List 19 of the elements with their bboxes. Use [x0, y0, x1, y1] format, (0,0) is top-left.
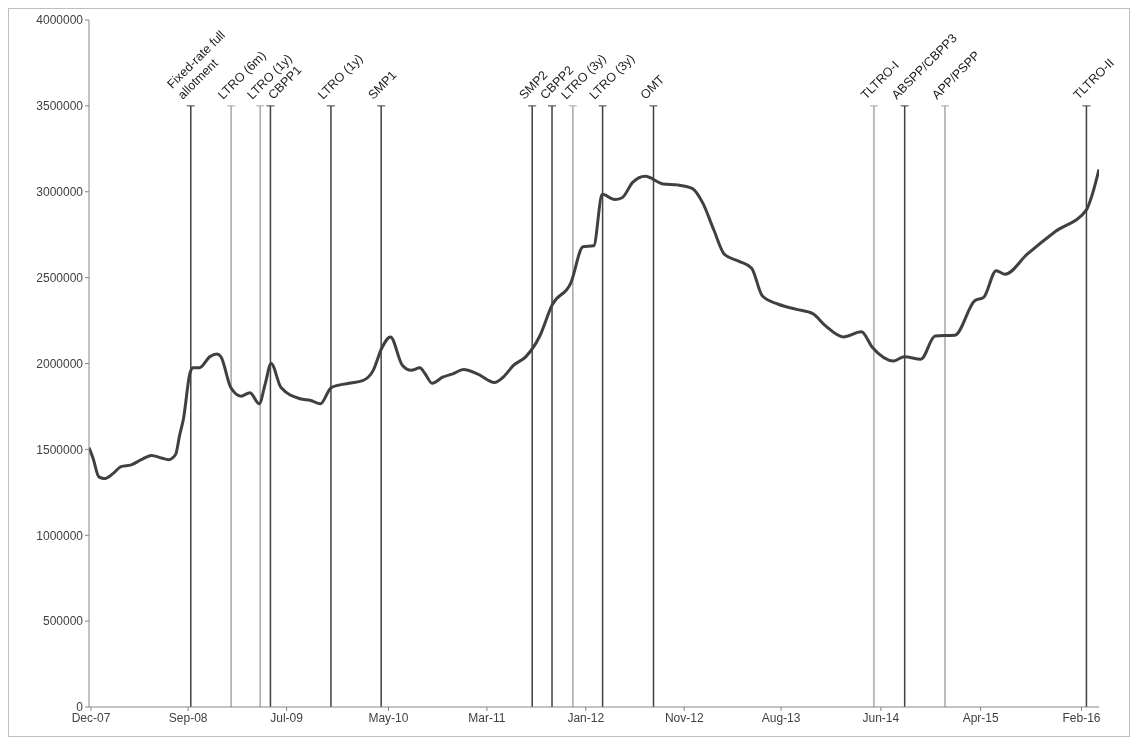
x-tick-label: Dec-07	[71, 710, 111, 725]
x-tick-label: Mar-11	[468, 710, 506, 725]
x-tick-label: Feb-16	[1062, 710, 1101, 725]
x-tick-label: Aug-13	[761, 710, 801, 725]
y-tick-label: 4000000	[36, 13, 84, 28]
x-tick-label: Apr-15	[962, 710, 1000, 725]
y-tick-label: 3000000	[36, 185, 84, 200]
y-tick-label: 1500000	[36, 442, 84, 457]
x-tick-label: Sep-08	[168, 710, 208, 725]
y-tick-label: 500000	[42, 614, 84, 629]
y-tick-label: 1000000	[36, 528, 84, 543]
y-tick-label: 2500000	[36, 270, 84, 285]
x-tick-label: Jun-14	[862, 710, 900, 725]
x-tick-label: Nov-12	[664, 710, 704, 725]
x-tick-label: Jul-09	[270, 710, 304, 725]
y-tick-label: 2000000	[36, 356, 84, 371]
x-tick-label: May-10	[368, 710, 409, 725]
x-tick-label: Jan-12	[567, 710, 605, 725]
y-tick-label: 3500000	[36, 99, 84, 114]
